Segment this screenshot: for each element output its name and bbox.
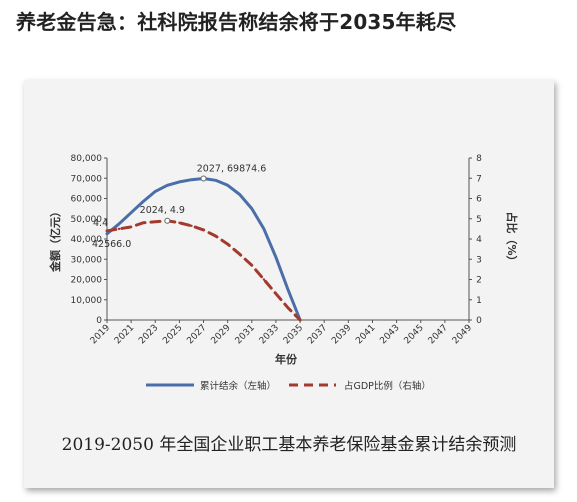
x-tick-label: 2023 [137,323,160,346]
x-tick-label: 2025 [161,323,184,346]
left-tick-label: 60,000 [71,195,103,205]
balance-point [274,256,278,259]
annotation-label: 42566.0 [92,239,131,250]
gdp-ratio-point [178,221,181,224]
gdp-ratio-point [274,292,278,295]
gdp-ratio-point [202,228,205,232]
x-tick-label: 2033 [258,323,281,346]
left-tick-label: 70,000 [71,174,103,184]
x-tick-label: 2031 [234,323,257,346]
balance-series-line [105,177,302,322]
gdp-ratio-point [129,225,133,229]
gdp-ratio-point [262,278,266,281]
headline: 养老金告急：社科院报告称结余将于2035年耗尽 [16,10,457,34]
balance-point [142,200,145,203]
right-tick-label: 5 [476,215,482,225]
balance-point [226,184,229,187]
right-tick-label: 2 [476,276,482,286]
right-tick-label: 4 [476,235,482,245]
gdp-ratio-series-line [105,219,302,322]
chart-svg: 0 10,000 20,000 30,000 40,000 50,000 60,000 70,… [48,154,519,392]
left-tick-label: 30,000 [71,255,103,265]
annotation-marker [164,217,171,224]
annotation-label: 4.4 [93,218,108,229]
gdp-ratio-point [214,234,217,238]
x-tick-label: 2041 [354,323,377,346]
right-axis-title: 占比（%） [505,211,519,266]
x-tick-label: 2035 [282,323,305,346]
balance-point [238,193,241,196]
right-tick-label: 1 [476,296,482,306]
balance-point [286,288,290,291]
left-tick-label: 10,000 [71,296,103,306]
balance-point [178,180,181,184]
x-tick-label: 2045 [403,323,426,346]
x-tick-label: 2043 [378,323,401,346]
gdp-ratio-point [250,264,253,267]
x-tick-label: 2019 [89,323,112,346]
gdp-ratio-point [105,229,109,233]
annotation-label: 2027, 69874.6 [197,164,267,175]
legend-label-gdp-ratio: 占GDP比例（右轴） [344,380,431,392]
chart-card: 0 10,000 20,000 30,000 40,000 50,000 60,000 70,… [24,80,554,488]
right-tick-label: 6 [476,195,482,205]
right-tick-label: 0 [476,316,482,326]
gdp-ratio-point [286,306,290,310]
gdp-ratio-point [154,220,157,223]
x-tick-label: 2039 [330,323,353,346]
x-tick-label: 2029 [210,323,233,346]
annotation-label: 2024, 4.9 [140,205,185,216]
gdp-ratio-point [190,224,193,228]
balance-point [250,207,253,210]
right-tick-label: 3 [476,255,482,265]
balance-point [117,222,121,226]
x-tick-label: 2021 [113,323,136,346]
right-tick-label: 7 [476,174,482,184]
left-tick-label: 50,000 [71,215,103,225]
left-tick-label: 80,000 [71,154,103,164]
gdp-ratio-point [142,221,145,224]
x-tick-label: 2047 [427,323,450,346]
gdp-ratio-point [117,227,121,231]
gdp-ratio-point [298,318,302,322]
balance-point [166,184,169,187]
left-tick-label: 40,000 [71,235,103,245]
left-tick-label: 20,000 [71,276,103,286]
chart-caption: 2019-2050 年全国企业职工基本养老保险基金累计结余预测 [61,435,517,455]
balance-point [129,211,133,214]
balance-point [105,232,109,236]
balance-point [214,179,217,182]
balance-point [190,178,193,181]
legend-label-balance: 累计结余（左轴） [200,380,276,392]
left-axis-title: 金额（亿元） [48,206,62,273]
right-tick-label: 8 [476,154,482,164]
annotation-marker [200,175,207,182]
x-tick-label: 2049 [451,323,474,346]
left-tick-label: 0 [96,316,102,326]
balance-point [154,190,157,193]
x-tick-label: 2037 [306,323,329,346]
balance-point [262,227,266,231]
gdp-ratio-point [238,252,241,256]
x-tick-label: 2027 [185,323,208,346]
x-axis-title: 年份 [275,352,298,366]
gdp-ratio-point [226,242,229,246]
